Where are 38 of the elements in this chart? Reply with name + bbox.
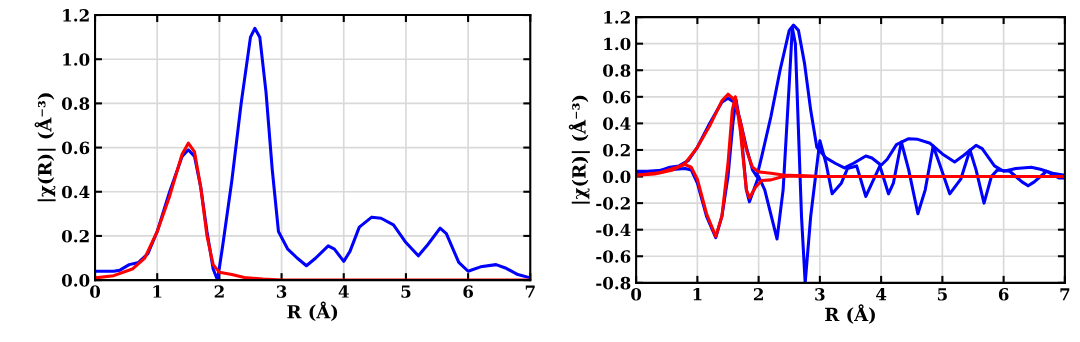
- x-tick-label: 4: [338, 285, 349, 298]
- y-tick-label: 0.8: [61, 97, 90, 110]
- x-axis-title: R (Å): [825, 304, 875, 324]
- x-tick-label: 7: [1060, 288, 1070, 301]
- y-tick-label: 0.8: [603, 64, 631, 77]
- y-tick-label: 1.2: [63, 9, 89, 22]
- x-tick-label: 5: [401, 285, 411, 298]
- x-tick-label: 2: [214, 285, 224, 298]
- x-tick-label: 3: [815, 287, 825, 301]
- y-tick-label: -0.4: [596, 223, 631, 237]
- y-tick-label: 0.6: [603, 90, 631, 104]
- x-tick-label: 4: [876, 287, 887, 301]
- x-tick-label: 1: [693, 287, 702, 301]
- x-tick-label: 1: [153, 285, 162, 298]
- y-tick-label: 0.2: [61, 229, 89, 243]
- y-axis-title: |χ(R)| (Å⁻³): [568, 95, 590, 204]
- y-tick-label: 1.2: [604, 11, 630, 24]
- y-tick-label: 1.0: [604, 37, 631, 51]
- y-axis-title: |χ(R)| (Å⁻³): [34, 93, 56, 202]
- x-tick-label: 2: [753, 287, 763, 301]
- x-tick-label: 7: [525, 285, 535, 298]
- y-tick-label: -0.8: [596, 276, 631, 290]
- y-tick-label: -0.2: [596, 197, 630, 210]
- x-axis-title: R (Å): [287, 301, 338, 322]
- y-tick-label: 0.2: [603, 143, 630, 157]
- x-tick-label: 6: [463, 285, 474, 298]
- y-tick-label: 0.4: [61, 185, 90, 199]
- x-tick-label: 0: [90, 285, 101, 298]
- y-tick-label: 1.0: [63, 53, 90, 66]
- x-tick-label: 0: [631, 287, 642, 301]
- x-tick-label: 5: [937, 288, 947, 301]
- x-tick-label: 3: [276, 285, 287, 298]
- x-tick-label: 6: [998, 287, 1009, 301]
- y-tick-label: -0.6: [596, 250, 631, 263]
- y-tick-label: 0.0: [61, 274, 90, 287]
- y-tick-label: 0.0: [603, 170, 631, 184]
- y-tick-label: 0.4: [603, 117, 631, 130]
- y-tick-label: 0.6: [61, 141, 90, 155]
